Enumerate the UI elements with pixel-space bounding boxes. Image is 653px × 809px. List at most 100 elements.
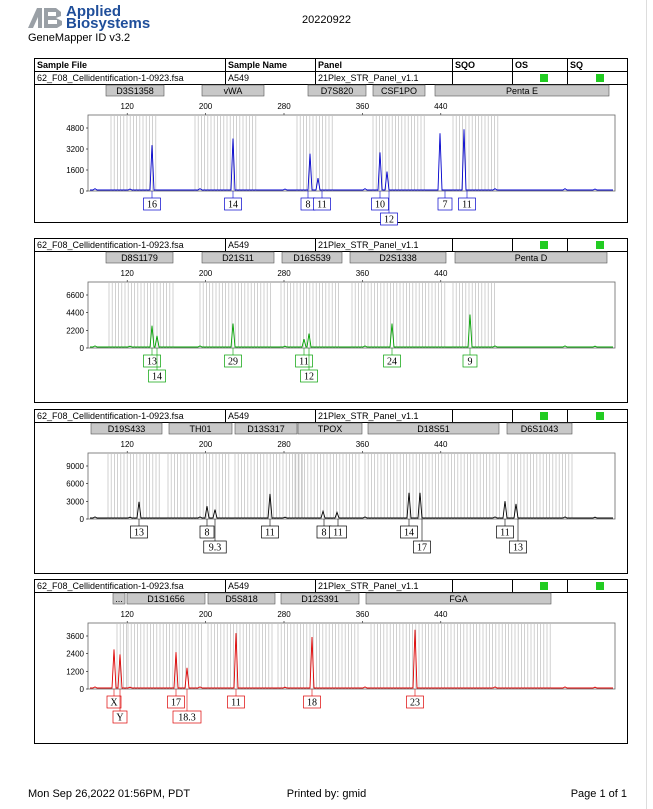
- locus-marker[interactable]: ...: [112, 592, 126, 605]
- x-tick-label: 120: [121, 610, 135, 619]
- x-tick-label: 200: [199, 269, 213, 278]
- locus-label: D18S51: [417, 424, 450, 434]
- locus-marker[interactable]: D6S1043: [506, 422, 573, 435]
- allele-label: 9.3: [209, 543, 222, 554]
- allele-call[interactable]: 11: [329, 519, 347, 539]
- locus-label: D6S1043: [521, 424, 559, 434]
- locus-marker[interactable]: CSF1PO: [372, 84, 426, 97]
- allele-call[interactable]: 12: [300, 348, 318, 383]
- locus-marker[interactable]: D8S1179: [105, 251, 174, 264]
- allele-call[interactable]: 12: [380, 191, 398, 226]
- page-edge: [646, 0, 647, 809]
- locus-marker[interactable]: TH01: [168, 422, 233, 435]
- locus-marker[interactable]: D19S433: [90, 422, 163, 435]
- locus-marker[interactable]: D1S1656: [126, 592, 206, 605]
- allele-call[interactable]: 16: [143, 191, 161, 211]
- locus-marker[interactable]: FGA: [365, 592, 552, 605]
- allele-call[interactable]: 8: [199, 519, 215, 539]
- allele-call[interactable]: 9: [462, 348, 478, 368]
- locus-marker[interactable]: D12S391: [280, 592, 360, 605]
- allele-call[interactable]: 10: [371, 191, 389, 211]
- locus-marker[interactable]: D16S539: [281, 251, 343, 264]
- y-tick-label: 0: [80, 187, 85, 196]
- x-tick-label: 360: [356, 440, 370, 449]
- allele-label: 11: [231, 698, 241, 709]
- allele-label: 17: [171, 698, 181, 709]
- x-tick-label: 360: [356, 102, 370, 111]
- allele-call[interactable]: 11: [261, 519, 279, 539]
- allele-call[interactable]: 17: [167, 689, 185, 709]
- allele-call[interactable]: 8: [300, 191, 316, 211]
- allele-call[interactable]: 11: [496, 519, 514, 539]
- allele-label: 8: [205, 528, 210, 539]
- print-timestamp: Mon Sep 26,2022 01:56PM, PDT: [28, 788, 191, 800]
- x-tick-label: 440: [434, 102, 448, 111]
- locus-label: D3S1358: [116, 86, 154, 96]
- column-header-os: OS: [512, 59, 567, 71]
- sample-name: A549: [225, 239, 315, 251]
- y-tick-label: 6600: [66, 291, 84, 300]
- locus-marker[interactable]: D13S317: [234, 422, 298, 435]
- locus-marker[interactable]: Penta D: [454, 251, 608, 264]
- allele-call[interactable]: 11: [458, 191, 476, 211]
- allele-call[interactable]: 29: [224, 348, 242, 368]
- locus-label: D8S1179: [121, 253, 158, 263]
- locus-label: D16S539: [293, 253, 331, 263]
- allele-call[interactable]: 23: [406, 689, 424, 709]
- printed-by: Printed by: gmid: [286, 788, 367, 800]
- locus-marker[interactable]: D3S1358: [105, 84, 165, 97]
- allele-call[interactable]: X: [106, 689, 122, 709]
- locus-marker[interactable]: Penta E: [434, 84, 610, 97]
- plot-area: [87, 114, 616, 192]
- allele-label: 18: [307, 698, 317, 709]
- allele-call[interactable]: 13: [130, 519, 148, 539]
- locus-marker[interactable]: D18S51: [367, 422, 500, 435]
- locus-marker[interactable]: TPOX: [297, 422, 363, 435]
- x-tick-label: 120: [121, 269, 135, 278]
- x-tick-label: 440: [434, 440, 448, 449]
- allele-call[interactable]: 8: [316, 519, 332, 539]
- allele-label: 16: [147, 200, 157, 211]
- locus-marker[interactable]: D7S820: [307, 84, 367, 97]
- sq-cell: [567, 410, 627, 422]
- allele-call[interactable]: 13: [509, 519, 527, 554]
- x-tick-label: 280: [277, 269, 291, 278]
- os-cell: [512, 410, 567, 422]
- sample-name: A549: [225, 410, 315, 422]
- allele-call[interactable]: 9.3: [203, 519, 227, 554]
- x-tick-label: 360: [356, 610, 370, 619]
- allele-call[interactable]: 13: [143, 348, 161, 368]
- locus-marker[interactable]: D2S1338: [349, 251, 447, 264]
- allele-call[interactable]: 17: [413, 519, 431, 554]
- sample-panel: Sample File Sample Name Panel SQO OS SQ 62_F08…: [34, 58, 628, 226]
- locus-marker[interactable]: D5S818: [207, 592, 276, 605]
- locus-marker[interactable]: D21S11: [201, 251, 275, 264]
- status-ok-indicator: [596, 74, 604, 82]
- locus-label: FGA: [449, 594, 468, 604]
- locus-label: vWA: [224, 86, 243, 96]
- allele-call[interactable]: 18: [303, 689, 321, 709]
- allele-label: 10: [375, 200, 385, 211]
- allele-call[interactable]: 18.3: [172, 689, 202, 724]
- sample-name: A549: [225, 580, 315, 592]
- sample-file-name: 62_F08_Cellidentification-1-0923.fsa: [37, 73, 184, 83]
- allele-label: 29: [228, 357, 238, 368]
- allele-call[interactable]: 24: [383, 348, 401, 368]
- signal-trace: [90, 629, 613, 689]
- allele-call[interactable]: 14: [224, 191, 242, 211]
- allele-call[interactable]: 11: [313, 191, 331, 211]
- allele-call[interactable]: 11: [227, 689, 245, 709]
- allele-call[interactable]: 7: [437, 191, 453, 211]
- allele-label: 11: [265, 528, 275, 539]
- status-ok-indicator: [596, 241, 604, 249]
- allele-call[interactable]: 11: [295, 348, 313, 368]
- status-ok-indicator: [540, 241, 548, 249]
- panel-name: 21Plex_STR_Panel_v1.1: [315, 72, 452, 84]
- allele-call[interactable]: 14: [400, 519, 418, 539]
- allele-label: 12: [384, 215, 394, 226]
- y-tick-label: 0: [80, 685, 85, 694]
- locus-marker[interactable]: vWA: [201, 84, 265, 97]
- allele-call[interactable]: Y: [112, 689, 128, 724]
- allele-call[interactable]: 14: [148, 348, 166, 383]
- status-ok-indicator: [596, 582, 604, 590]
